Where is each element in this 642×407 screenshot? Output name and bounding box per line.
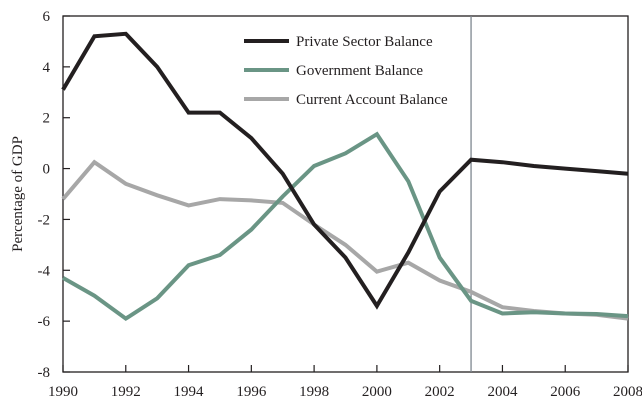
y-tick-label: -2 — [38, 212, 51, 228]
y-axis: 6 4 2 0 -2 -4 -6 -8 — [38, 9, 70, 381]
y-tick-label: -4 — [38, 263, 51, 279]
y-tick-label: -6 — [38, 314, 51, 330]
y-tick-label: -8 — [38, 365, 51, 381]
x-tick-label: 2002 — [425, 384, 455, 400]
x-tick-label: 1994 — [174, 384, 205, 400]
x-axis: 1990 1992 1994 1996 1998 2000 2002 2004 2006 2008 — [48, 365, 642, 400]
y-tick-label: 4 — [43, 60, 51, 76]
x-tick-label: 2008 — [613, 384, 642, 400]
x-tick-label: 2006 — [550, 384, 581, 400]
series-line-0 — [61, 31, 629, 310]
y-tick-label: 2 — [43, 111, 51, 127]
x-tick-label: 2004 — [487, 384, 518, 400]
series-line-1 — [62, 131, 629, 322]
x-tick-label: 1996 — [236, 384, 267, 400]
plot-frame — [62, 15, 629, 373]
x-tick-label: 1998 — [299, 384, 329, 400]
x-tick-label: 2000 — [362, 384, 392, 400]
y-axis-label: Percentage of GDP — [10, 136, 26, 252]
series-line-2 — [61, 159, 629, 321]
series-lines — [61, 31, 629, 322]
x-tick-label: 1992 — [111, 384, 141, 400]
y-tick-label: 6 — [43, 9, 51, 25]
y-tick-label: 0 — [43, 162, 51, 178]
legend-label: Private Sector Balance — [296, 34, 433, 50]
legend-label: Current Account Balance — [296, 92, 448, 108]
x-tick-label: 1990 — [48, 384, 78, 400]
legend: Private Sector Balance Government Balance… — [244, 34, 448, 108]
legend-label: Government Balance — [296, 63, 423, 79]
